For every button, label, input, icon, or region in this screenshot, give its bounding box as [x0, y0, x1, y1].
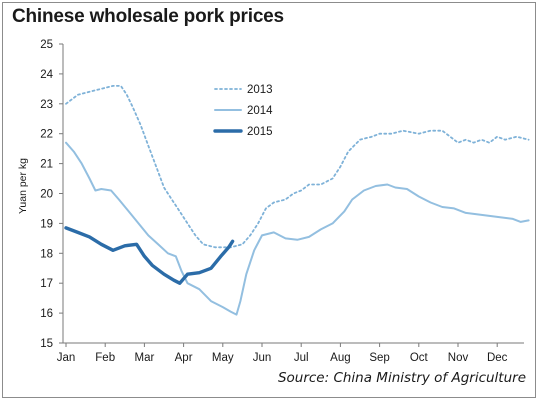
series-line-2013: [65, 85, 530, 249]
legend-label-2013: 2013: [247, 84, 273, 96]
x-tick-label: Apr: [175, 352, 193, 364]
x-tick-label: May: [212, 352, 234, 364]
chart-frame: [2, 2, 536, 398]
legend-label-2014: 2014: [247, 105, 273, 117]
y-tick-label: 20: [40, 189, 53, 201]
chart-title: Chinese wholesale pork prices: [12, 6, 284, 27]
series-layer: [64, 85, 530, 316]
legend-label-2015: 2015: [247, 126, 273, 138]
x-tick-label: Sep: [369, 352, 389, 364]
y-tick-label: 25: [40, 39, 53, 51]
x-tick-label: Mar: [134, 352, 154, 364]
x-tick-label: Aug: [330, 352, 350, 364]
axes: 15 16 17 18 19 20 21 22 23 24 25 Jan Feb Mar Apr May Jun…: [40, 39, 524, 364]
y-tick-label: 23: [40, 99, 53, 111]
x-tick-label: Dec: [487, 352, 508, 364]
y-tick-label: 16: [40, 308, 53, 320]
series-line-2015: [64, 226, 235, 285]
y-tick-label: 22: [40, 129, 53, 141]
y-tick-label: 15: [40, 338, 53, 350]
y-tick-label: 19: [40, 218, 53, 230]
x-tick-label: Jul: [294, 352, 309, 364]
x-tick-label: Oct: [410, 352, 429, 364]
x-tick-label: Jan: [57, 352, 76, 364]
y-tick-label: 17: [40, 278, 53, 290]
y-tick-label: 21: [40, 159, 53, 171]
x-tick-label: Nov: [448, 352, 469, 364]
x-tick-label: Jun: [253, 352, 272, 364]
y-axis-label: Yuan per kg: [17, 158, 29, 214]
source-note: Source: China Ministry of Agriculture: [277, 370, 526, 386]
y-tick-label: 24: [40, 69, 53, 81]
series-line-2014: [65, 141, 530, 316]
y-tick-label: 18: [40, 248, 53, 260]
x-tick-label: Feb: [95, 352, 115, 364]
legend: 2013 2014 2015: [213, 84, 273, 138]
